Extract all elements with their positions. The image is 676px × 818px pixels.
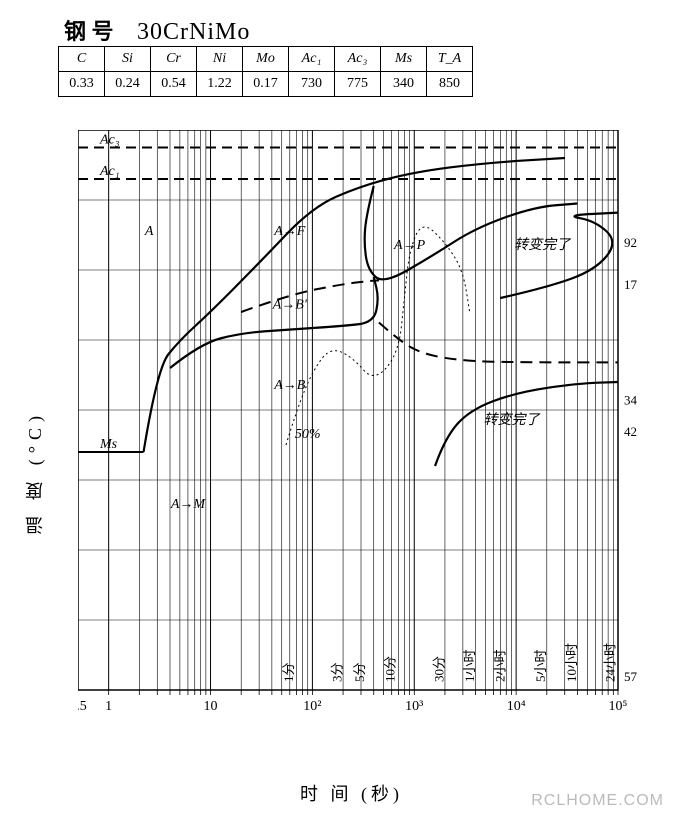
watermark: RCLHOME.COM: [531, 792, 664, 810]
x-tick-label: 0.5: [78, 699, 87, 714]
hardness-label: 17 HRC: [624, 277, 638, 292]
col-header: Cr: [151, 47, 197, 72]
time-marker: 24小时: [603, 643, 618, 682]
hardness-label: 34: [624, 393, 638, 408]
time-marker: 1分: [281, 662, 296, 682]
curve-Bprime-band: [241, 281, 379, 313]
region-label: A→F: [273, 224, 306, 239]
x-tick-label: 10³: [405, 699, 423, 714]
curve-50pct: [286, 227, 470, 445]
ref-label: Ac₃: [99, 133, 120, 148]
curve-B-start: [170, 277, 378, 368]
time-marker: 5分: [352, 662, 367, 682]
col-header: C: [59, 47, 105, 72]
cell: 730: [289, 72, 335, 97]
col-header: Ms: [381, 47, 427, 72]
region-label: A→P: [393, 238, 426, 253]
region-label: A→B: [273, 378, 306, 393]
curve-F-start: [144, 158, 565, 452]
col-header: Ac₃: [335, 47, 381, 72]
cell: 850: [427, 72, 473, 97]
y-axis-label: 温 度 (°C): [22, 410, 48, 534]
x-tick-label: 10: [204, 699, 218, 714]
cell: 1.22: [197, 72, 243, 97]
ref-label: Ms: [99, 437, 118, 452]
col-header: T_A: [427, 47, 473, 72]
col-header: Ni: [197, 47, 243, 72]
region-label: A: [144, 224, 154, 239]
hardness-label: 92 HRB: [624, 235, 638, 250]
x-tick-label: 10²: [303, 699, 321, 714]
region-label: 转变完了: [483, 412, 541, 428]
col-header: Mo: [243, 47, 289, 72]
composition-table: CSiCrNiMoAc₁Ac₃MsT_A 0.330.240.541.220.1…: [58, 46, 473, 97]
time-marker: 5小时: [533, 649, 548, 682]
table-value-row: 0.330.240.541.220.17730775340850: [59, 72, 473, 97]
ref-label: Ac₁: [99, 164, 120, 179]
steel-name: 30CrNiMo: [137, 19, 250, 45]
time-marker: 3分: [329, 662, 344, 682]
region-label: A→M: [170, 497, 207, 512]
region-label: 50%: [295, 427, 321, 442]
time-marker: 10分: [383, 656, 398, 682]
x-tick-label: 10⁴: [507, 699, 526, 714]
x-axis-label: 时 间 (秒): [300, 780, 403, 806]
cell: 0.33: [59, 72, 105, 97]
time-marker: 10小时: [564, 643, 579, 682]
hardness-label: 57: [624, 669, 638, 684]
time-marker: 2小时: [493, 649, 508, 682]
steel-header: 钢 号 30CrNiMo: [64, 14, 250, 46]
time-marker: 1小时: [462, 649, 477, 682]
cell: 775: [335, 72, 381, 97]
x-tick-label: 10⁵: [609, 699, 628, 714]
curve-upper-finish: [500, 213, 618, 298]
cell: 0.54: [151, 72, 197, 97]
region-label: 转变完了: [514, 237, 572, 253]
ttt-chart: 01002003004005006007008000.511010²10³10⁴…: [78, 130, 638, 740]
cell: 0.24: [105, 72, 151, 97]
steel-label: 钢 号: [64, 19, 114, 44]
table-header-row: CSiCrNiMoAc₁Ac₃MsT_A: [59, 47, 473, 72]
region-label: A→B': [272, 298, 308, 313]
time-marker: 30分: [431, 656, 446, 682]
cell: 340: [381, 72, 427, 97]
col-header: Ac₁: [289, 47, 335, 72]
col-header: Si: [105, 47, 151, 72]
x-tick-label: 1: [105, 699, 112, 714]
cell: 0.17: [243, 72, 289, 97]
curve-B-lower-dash: [379, 323, 618, 363]
hardness-label: 42: [624, 424, 637, 439]
